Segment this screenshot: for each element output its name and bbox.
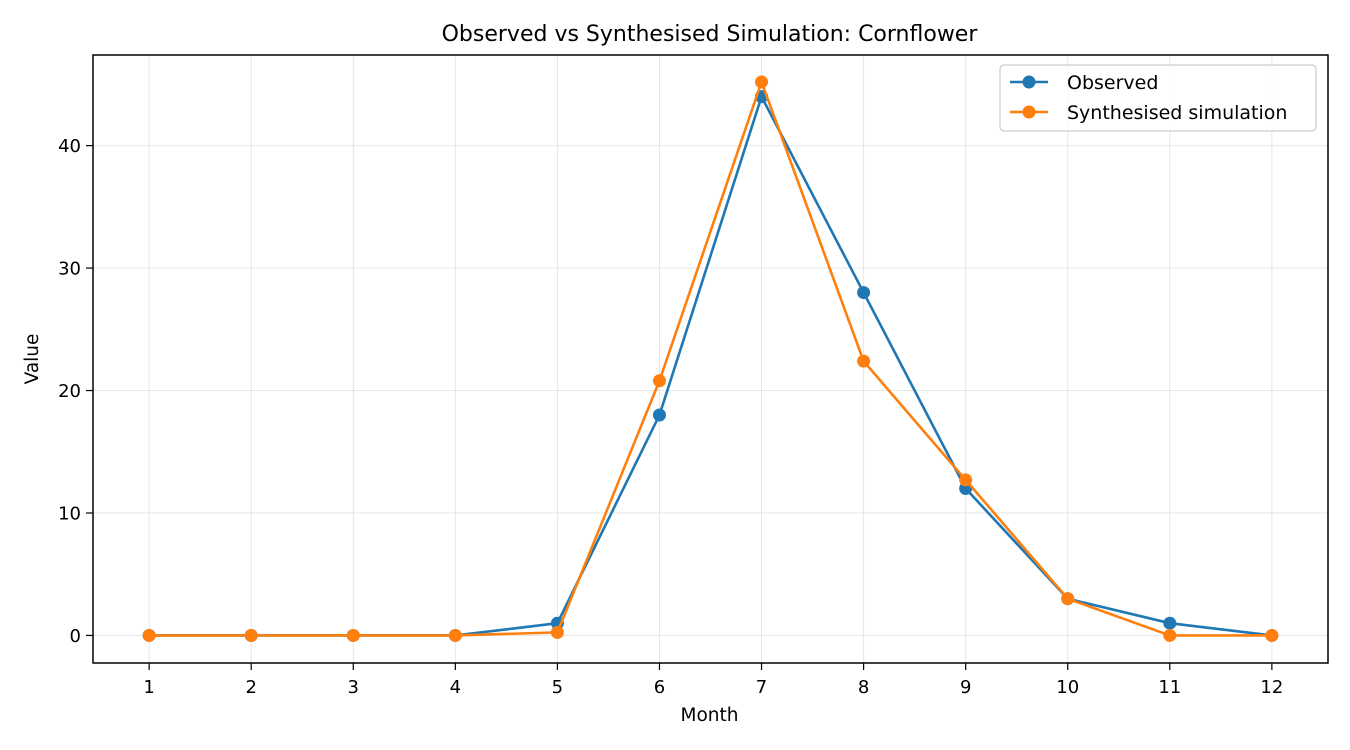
legend-marker (1022, 75, 1036, 89)
y-tick-label: 40 (58, 136, 81, 157)
data-point (755, 75, 769, 89)
legend-item: Synthesised simulation (1010, 102, 1287, 124)
data-point (1265, 628, 1279, 642)
x-axis-label: Month (681, 705, 739, 726)
x-tick-label: 2 (245, 677, 256, 698)
data-point (244, 628, 258, 642)
x-tick-label: 3 (348, 677, 359, 698)
legend-item: Observed (1010, 72, 1158, 94)
series-1 (142, 75, 1279, 642)
x-tick-label: 8 (858, 677, 869, 698)
data-point (448, 628, 462, 642)
data-point (346, 628, 360, 642)
x-tick-label: 7 (756, 677, 767, 698)
x-tick-label: 1 (143, 677, 154, 698)
series-line (149, 95, 1273, 637)
legend: Observed Synthesised simulation (999, 64, 1317, 132)
x-tick-label: 6 (654, 677, 665, 698)
x-tick-label: 5 (552, 677, 563, 698)
x-tick-label: 10 (1056, 677, 1079, 698)
x-tick-label: 4 (450, 677, 461, 698)
data-point (1163, 628, 1177, 642)
series-0 (142, 90, 1279, 642)
y-tick-label: 10 (58, 503, 81, 524)
data-point (857, 286, 871, 300)
legend-marker (1022, 105, 1036, 119)
data-point (652, 374, 666, 388)
legend-box (999, 64, 1317, 132)
chart-title: Observed vs Synthesised Simulation: Corn… (442, 22, 979, 47)
x-tick-label: 11 (1158, 677, 1181, 698)
legend-label: Synthesised simulation (1067, 102, 1287, 124)
data-point (1163, 616, 1177, 630)
data-point (142, 628, 156, 642)
x-tick-label: 9 (960, 677, 971, 698)
y-tick-label: 30 (58, 259, 81, 280)
y-tick-label: 20 (58, 381, 81, 402)
data-point (857, 354, 871, 368)
x-tick-label: 12 (1260, 677, 1283, 698)
axes-frame (92, 54, 1329, 664)
data-point (959, 473, 973, 487)
y-axis-label: Value (22, 334, 43, 385)
y-tick-label: 0 (70, 626, 81, 647)
data-point (1061, 592, 1075, 606)
series-line (149, 80, 1272, 637)
data-point (652, 408, 666, 422)
data-point (550, 625, 564, 639)
legend-label: Observed (1067, 72, 1158, 94)
